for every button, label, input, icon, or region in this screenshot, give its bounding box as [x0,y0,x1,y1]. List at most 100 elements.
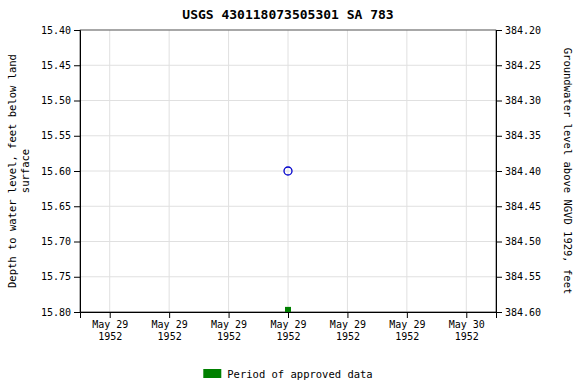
legend-item: Period of approved data [203,368,372,380]
x-axis: May 291952 May 291952 May 291952 May 291952… [81,312,497,342]
x-tick: May 291952 [152,312,188,342]
y-tick: 384.25 [496,60,541,71]
tick-mark [496,30,502,31]
y-tick: 15.65 [41,201,80,212]
tick-label: 384.45 [505,201,541,212]
marks [284,167,292,312]
y2-axis: 384.20 384.25 384.30 384.35 384.40 384.45 384.… [496,25,541,318]
y-tick: 15.60 [41,166,80,177]
tick-mark [466,312,467,318]
y2-axis-label: Groundwater level above NGVD 1929, feet [562,48,574,295]
tick-label: 15.75 [41,271,71,282]
tick-label: 15.45 [41,60,71,71]
plot: May 291952 May 291952 May 291952 May 291952… [41,25,541,342]
tick-label: 384.20 [505,25,541,36]
grid-line [466,30,467,312]
tick-mark [169,312,170,318]
y-tick: 384.35 [496,130,541,141]
axis-line [74,31,81,313]
grid [80,30,496,312]
x-tick: May 291952 [270,312,306,342]
axis-line [81,313,497,319]
tick-label: 15.50 [41,95,71,106]
axis-line [497,31,503,313]
grid-line [288,30,289,312]
tick-label: May 301952 [449,319,485,342]
y-tick: 15.75 [41,271,80,282]
tick-label: May 291952 [270,319,306,342]
y-tick: 384.60 [496,307,541,318]
tick-mark [496,101,502,102]
grid-line [406,30,407,312]
x-tick: May 291952 [389,312,425,342]
tick-label: 15.65 [41,201,71,212]
legend-label: Period of approved data [227,368,372,380]
tick-label: May 291952 [330,319,366,342]
tick-label: 384.50 [505,236,541,247]
tick-label: 15.60 [41,166,71,177]
tick-mark [288,312,289,318]
tick-mark [496,206,502,207]
x-tick: May 291952 [92,312,128,342]
tick-mark [74,277,80,278]
y-tick: 15.80 [41,307,80,318]
tick-label: 15.55 [41,130,71,141]
y-tick: 384.40 [496,166,541,177]
tick-mark [74,171,80,172]
tick-mark [496,65,502,66]
y-tick: 15.45 [41,60,80,71]
tick-mark [74,312,80,313]
y-tick: 384.55 [496,271,541,282]
plot-frame [80,30,496,312]
y-tick: 384.20 [496,25,541,36]
x-tick: May 301952 [449,312,485,342]
grid-line [228,30,229,312]
y-tick: 15.55 [41,130,80,141]
x-tick: May 291952 [330,312,366,342]
grid-line [347,30,348,312]
tick-label: 15.40 [41,25,71,36]
tick-mark [74,242,80,243]
chart: May 291952 May 291952 May 291952 May 291952… [0,0,576,384]
tick-mark [496,277,502,278]
tick-label: 384.30 [505,95,541,106]
tick-mark [496,312,502,313]
y-tick: 15.70 [41,236,80,247]
tick-mark [74,136,80,137]
title: USGS 430118073505301 SA 783 [182,7,393,22]
tick-mark [496,136,502,137]
tick-mark [496,242,502,243]
x-tick: May 291952 [211,312,247,342]
tick-mark [496,171,502,172]
tick-mark [74,101,80,102]
tick-label: 384.60 [505,307,541,318]
grid-line [169,30,170,312]
tick-mark [74,65,80,66]
tick-label: 384.25 [505,60,541,71]
legend-swatch [203,369,221,378]
tick-label: 15.80 [41,307,71,318]
tick-label: May 291952 [389,319,425,342]
point [284,167,292,175]
tick-mark [347,312,348,318]
tick-mark [110,312,111,318]
tick-label: 384.40 [505,166,541,177]
legend: Period of approved data [203,368,372,380]
tick-label: 384.35 [505,130,541,141]
y-tick: 384.30 [496,95,541,106]
tick-mark [229,312,230,318]
tick-label: May 291952 [92,319,128,342]
y-tick: 15.40 [41,25,80,36]
y-tick: 384.50 [496,236,541,247]
point [285,307,291,312]
tick-label: 15.70 [41,236,71,247]
y-axis-label: Depth to water level, feet below landsur… [6,54,31,288]
y-tick: 15.50 [41,95,80,106]
y-axis: 15.40 15.45 15.50 15.55 15.60 15.65 15.70 15.75… [41,25,81,318]
tick-mark [407,312,408,318]
grid-line [109,30,110,312]
tick-label: 384.55 [505,271,541,282]
tick-label: May 291952 [211,319,247,342]
tick-label: May 291952 [152,319,188,342]
y-tick: 384.45 [496,201,541,212]
